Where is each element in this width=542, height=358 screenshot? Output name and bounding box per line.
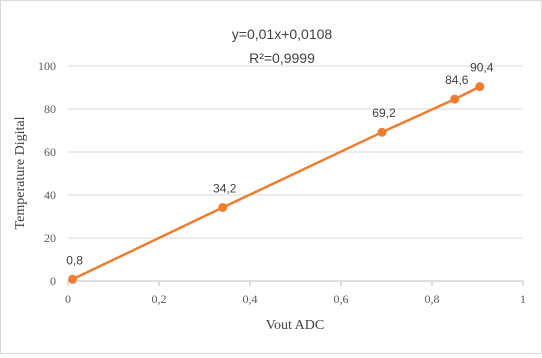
series-layer xyxy=(68,82,485,284)
series-line xyxy=(71,85,481,281)
data-labels: 0,8 34,2 69,2 84,690,4 xyxy=(66,61,494,268)
axes xyxy=(67,280,524,286)
y-axis-title: Temperature Digital xyxy=(13,116,28,229)
data-point-marker xyxy=(218,202,228,212)
y-tick-label: 100 xyxy=(38,59,56,73)
y-tick-label: 40 xyxy=(44,188,56,202)
x-tick-label: 0,8 xyxy=(425,292,440,306)
gridlines xyxy=(68,65,523,239)
y-tick-label: 80 xyxy=(44,102,56,116)
data-label: 34,2 xyxy=(213,181,237,195)
x-tick-label: 0 xyxy=(65,292,71,306)
line-chart: 0 20 40 60 80 100 0 0,2 0,4 0,6 0,8 1 0,8 34,2 69,2 84… xyxy=(13,26,526,333)
y-tick-label: 60 xyxy=(44,145,56,159)
y-tick-label: 0 xyxy=(50,274,56,288)
data-point-marker xyxy=(68,274,78,284)
x-tick-label: 1 xyxy=(520,292,526,306)
data-point-marker xyxy=(475,82,485,92)
tick-labels: 0 20 40 60 80 100 0 0,2 0,4 0,6 0,8 1 xyxy=(38,59,526,306)
data-point-marker xyxy=(377,127,387,137)
data-label: 0,8 xyxy=(66,253,83,267)
data-label: 90,4 xyxy=(470,61,494,75)
x-axis-title: Vout ADC xyxy=(266,318,324,333)
x-tick-label: 0,6 xyxy=(334,292,349,306)
trendline-r-squared: R²=0,9999 xyxy=(249,50,315,66)
data-label: 84,6 xyxy=(445,73,469,87)
trendline-equation: y=0,01x+0,0108 xyxy=(232,26,333,42)
data-label: 69,2 xyxy=(372,106,396,120)
data-point-marker xyxy=(450,94,460,104)
x-tick-label: 0,2 xyxy=(152,292,167,306)
y-tick-label: 20 xyxy=(44,231,56,245)
x-tick-label: 0,4 xyxy=(243,292,258,306)
